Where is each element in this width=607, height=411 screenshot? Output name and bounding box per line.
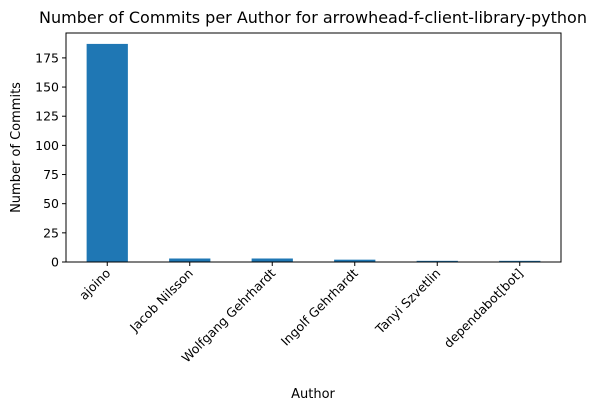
plot-frame <box>65 32 562 263</box>
y-tick-label: 125 <box>35 109 59 124</box>
x-tick-label: Jacob Nilsson <box>126 266 196 336</box>
x-tick-label: Wolfgang Gehrhardt <box>179 265 279 365</box>
bar-2 <box>251 258 293 262</box>
x-axis-label: Author <box>291 387 335 402</box>
bar-5 <box>499 260 541 262</box>
bar-3 <box>334 259 376 262</box>
y-axis-label: Number of Commits <box>9 82 24 213</box>
bars-group <box>86 43 541 263</box>
chart-title: Number of Commits per Author for arrowhe… <box>39 8 587 27</box>
bar-4 <box>416 260 458 262</box>
x-tick-label: dependabot[bot] <box>441 266 526 351</box>
x-tick-label: ajoino <box>76 266 113 303</box>
y-tick-label: 25 <box>43 225 59 240</box>
y-tick-label: 50 <box>43 196 59 211</box>
x-tick-label: Tanyi Szvetlin <box>372 266 444 338</box>
bar-0 <box>86 43 128 263</box>
x-tick-label: Ingolf Gehrhardt <box>278 265 361 348</box>
y-tick-label: 175 <box>35 50 59 65</box>
y-tick-label: 150 <box>35 80 59 95</box>
y-axis-ticks: 0 25 50 75 100 125 150 175 <box>35 50 66 270</box>
bar-1 <box>169 258 211 262</box>
y-tick-label: 0 <box>51 255 59 270</box>
y-tick-label: 75 <box>43 167 59 182</box>
y-tick-label: 100 <box>35 138 59 153</box>
